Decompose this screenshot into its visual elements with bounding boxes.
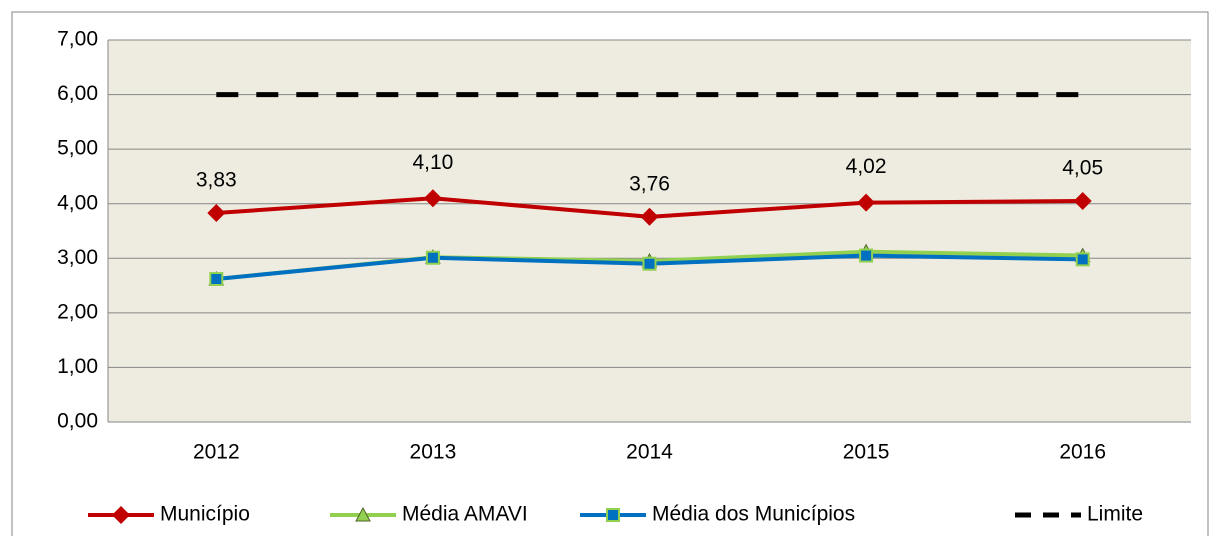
marker [1073, 191, 1092, 210]
x-tick-label: 2016 [1059, 441, 1106, 464]
y-tick-label: 6,00 [57, 82, 98, 105]
data-label: 4,02 [846, 155, 887, 178]
y-tick-label: 2,00 [57, 300, 98, 323]
marker [355, 506, 371, 522]
marker [425, 250, 440, 265]
marker [640, 207, 659, 226]
marker [112, 506, 130, 524]
data-label: 4,05 [1062, 157, 1103, 180]
marker [423, 189, 442, 208]
marker [859, 248, 874, 263]
marker [1075, 252, 1090, 267]
marker [209, 272, 224, 287]
marker [857, 193, 876, 212]
x-tick-label: 2015 [843, 441, 890, 464]
marker [606, 508, 620, 522]
y-tick-label: 4,00 [57, 191, 98, 214]
y-tick-label: 7,00 [57, 28, 98, 51]
legend-label: Média dos Municípios [652, 503, 855, 526]
y-tick-label: 1,00 [57, 355, 98, 378]
marker [642, 256, 657, 271]
y-tick-label: 5,00 [57, 137, 98, 160]
data-label: 4,10 [412, 151, 453, 174]
data-label: 3,76 [629, 172, 670, 195]
x-tick-label: 2014 [626, 441, 673, 464]
legend-label: Média AMAVI [402, 503, 528, 526]
marker [207, 203, 226, 222]
data-label: 3,83 [196, 169, 237, 192]
y-tick-label: 3,00 [57, 246, 98, 269]
legend-label: Limite [1087, 503, 1143, 526]
legend-label: Município [160, 503, 250, 526]
plot-area [108, 40, 1191, 422]
x-tick-label: 2013 [410, 441, 457, 464]
x-tick-label: 2012 [193, 441, 240, 464]
y-tick-label: 0,00 [57, 410, 98, 433]
